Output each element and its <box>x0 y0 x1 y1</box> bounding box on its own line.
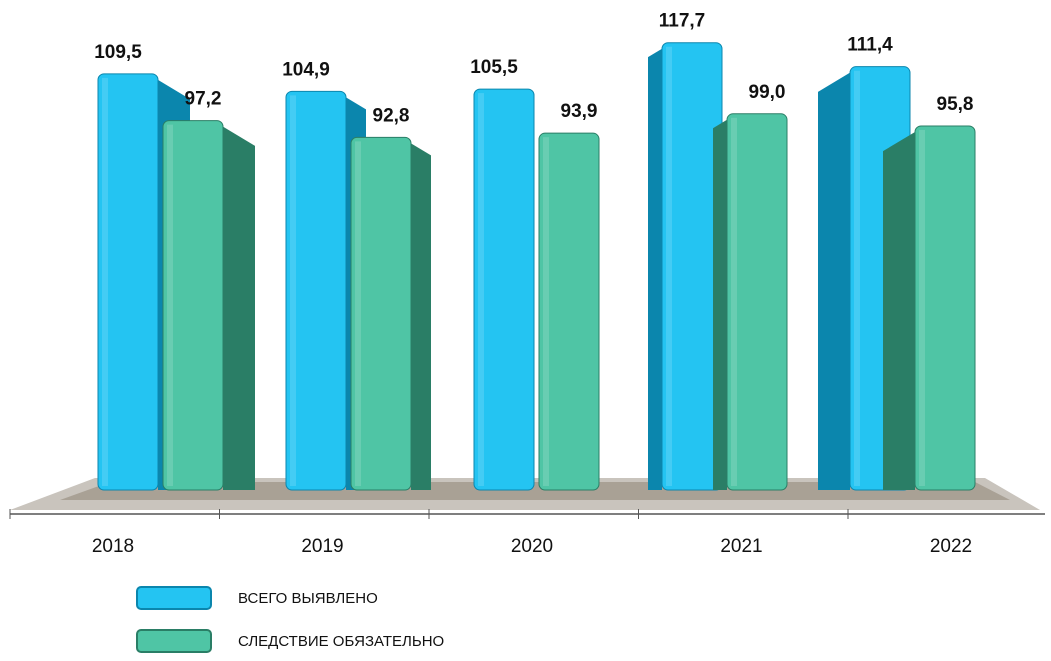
bar <box>285 90 347 491</box>
bar-side <box>883 131 915 490</box>
x-tick-label: 2022 <box>930 536 972 557</box>
x-tick-label: 2020 <box>511 536 553 557</box>
bar-highlight <box>355 141 361 487</box>
bar <box>726 113 788 491</box>
bar <box>914 125 976 491</box>
bar-highlight <box>919 129 925 486</box>
bar-side <box>223 126 255 490</box>
bar-highlight <box>731 117 737 487</box>
bar-highlight <box>290 95 296 486</box>
bar-side <box>648 48 662 491</box>
bar <box>538 132 600 491</box>
bar-side <box>411 143 431 491</box>
value-label: 95,8 <box>937 94 974 115</box>
value-label: 109,5 <box>94 42 142 63</box>
value-label: 99,0 <box>749 82 786 103</box>
bar-highlight <box>666 46 672 487</box>
legend-swatch <box>136 586 212 610</box>
legend-label: ВСЕГО ВЫЯВЛЕНО <box>238 590 378 607</box>
value-label: 104,9 <box>282 59 330 80</box>
value-label: 105,5 <box>470 57 518 78</box>
x-tick-label: 2021 <box>720 536 762 557</box>
value-label: 117,7 <box>659 11 706 32</box>
legend-label: СЛЕДСТВИЕ ОБЯЗАТЕЛЬНО <box>238 633 444 650</box>
bar <box>473 88 535 491</box>
value-label: 97,2 <box>185 89 222 110</box>
bar-highlight <box>854 70 860 487</box>
x-tick-label: 2018 <box>92 536 134 557</box>
value-label: 92,8 <box>373 105 410 126</box>
bar-highlight <box>543 137 549 486</box>
value-label: 93,9 <box>561 101 598 122</box>
bar <box>162 120 224 491</box>
bar <box>350 136 412 491</box>
bar-side <box>713 119 727 491</box>
bar-side <box>818 72 850 491</box>
bar-highlight <box>102 77 108 487</box>
value-label: 111,4 <box>847 35 893 56</box>
x-tick-label: 2019 <box>301 536 343 557</box>
bar-highlight <box>478 93 484 486</box>
legend-swatch <box>136 629 212 653</box>
bar-highlight <box>167 124 173 486</box>
bar <box>97 73 159 491</box>
